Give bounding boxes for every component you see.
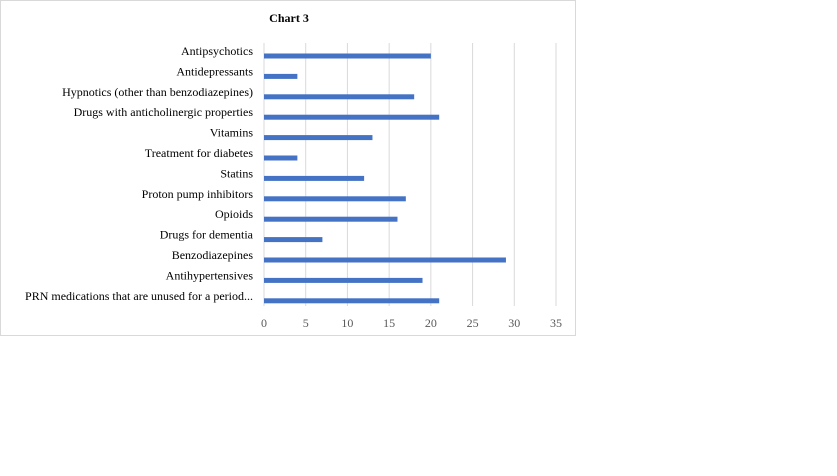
bar [264, 73, 298, 79]
category-label: Antihypertensives [166, 268, 254, 282]
x-tick-label: 25 [467, 316, 479, 330]
x-tick-label: 5 [303, 316, 309, 330]
bar [264, 257, 506, 263]
bar [264, 135, 373, 141]
x-tick-label: 10 [341, 316, 353, 330]
x-tick-label: 30 [508, 316, 520, 330]
category-label: Hypnotics (other than benzodiazepines) [62, 85, 253, 99]
x-tick-label: 35 [550, 316, 562, 330]
category-label: Opioids [215, 207, 253, 221]
bar [264, 53, 431, 59]
category-label: Statins [220, 166, 253, 180]
bar [264, 175, 365, 181]
x-tick-label: 0 [261, 316, 267, 330]
bar [264, 237, 323, 243]
category-label: PRN medications that are unused for a pe… [25, 289, 253, 303]
bar [264, 196, 406, 202]
category-label: Vitamins [210, 126, 254, 140]
bar [264, 277, 423, 283]
bar [264, 114, 440, 120]
bar-chart: 0 5 10 15 20 25 30 35 Antipsychotics Antidepressa… [25, 43, 562, 330]
bar [264, 216, 398, 222]
category-label: Proton pump inhibitors [142, 187, 254, 201]
category-label: Benzodiazepines [172, 248, 254, 262]
bar [264, 155, 298, 161]
category-label: Antipsychotics [181, 44, 253, 58]
chart-frame: Chart 3 0 5 10 15 20 25 30 35 Antipsychotics Anti… [0, 0, 576, 336]
chart-title: Chart 3 [269, 11, 309, 25]
bar [264, 298, 440, 304]
x-tick-label: 15 [383, 316, 395, 330]
category-label: Drugs with anticholinergic properties [74, 105, 254, 119]
category-label: Drugs for dementia [160, 228, 254, 242]
category-label: Treatment for diabetes [145, 146, 254, 160]
x-tick-label: 20 [425, 316, 437, 330]
category-label: Antidepressants [176, 64, 253, 78]
bar [264, 94, 415, 100]
